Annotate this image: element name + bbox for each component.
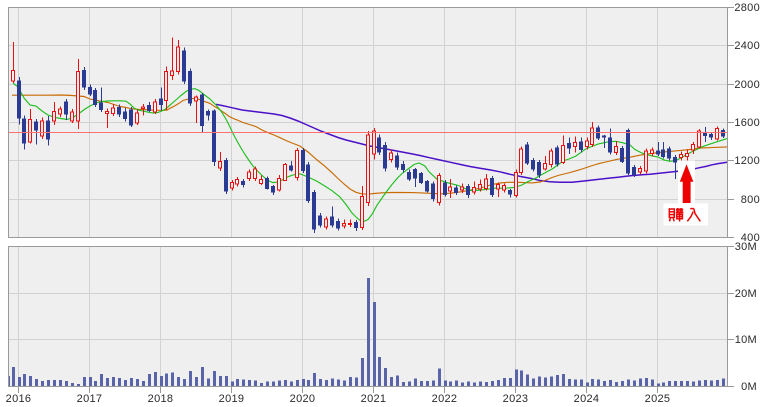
svg-text:2025: 2025 [645, 393, 671, 405]
svg-text:2017: 2017 [77, 393, 103, 405]
svg-text:2022: 2022 [432, 393, 458, 405]
svg-text:2400: 2400 [734, 40, 760, 52]
svg-text:30M: 30M [735, 241, 757, 253]
svg-text:2000: 2000 [734, 79, 760, 91]
svg-text:20M: 20M [735, 288, 757, 300]
svg-text:2016: 2016 [6, 393, 32, 405]
svg-text:2021: 2021 [361, 393, 387, 405]
svg-text:400: 400 [741, 232, 760, 244]
svg-text:10M: 10M [735, 334, 757, 346]
svg-text:2800: 2800 [734, 2, 760, 14]
svg-text:2024: 2024 [574, 393, 600, 405]
svg-text:1600: 1600 [734, 117, 760, 129]
svg-text:800: 800 [741, 194, 760, 206]
svg-text:2019: 2019 [219, 393, 245, 405]
svg-text:1200: 1200 [734, 155, 760, 167]
svg-text:2023: 2023 [503, 393, 529, 405]
svg-text:0M: 0M [741, 381, 757, 393]
svg-text:2018: 2018 [148, 393, 174, 405]
svg-text:2020: 2020 [290, 393, 316, 405]
